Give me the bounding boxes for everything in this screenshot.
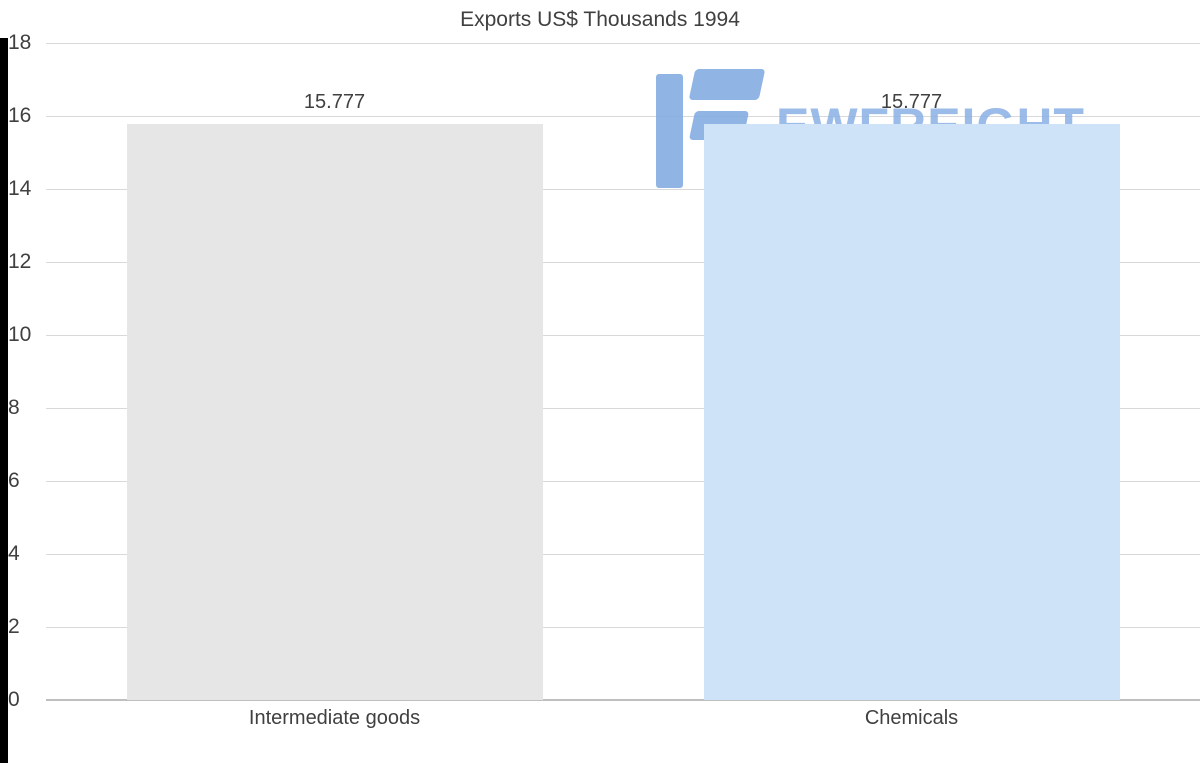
y-tick-label: 2 [8,615,20,638]
x-category-label: Intermediate goods [248,707,421,729]
gridline [46,481,1200,482]
gridline [46,189,1200,190]
x-category-label: Chemicals [864,707,959,729]
chart-title: Exports US$ Thousands 1994 [460,8,740,31]
gridline [46,408,1200,409]
y-tick-label: 12 [8,250,32,273]
y-tick-label: 4 [8,542,20,565]
gridline [46,43,1200,44]
gridline [46,554,1200,555]
bar-value-label: 15.777 [303,91,366,114]
watermark-logo-icon [648,64,766,194]
y-tick-label: 14 [8,177,32,200]
bar-value-label: 15.777 [880,91,943,114]
y-tick-label: 10 [8,323,32,346]
left-edge-artifact [0,38,8,763]
gridline [46,262,1200,263]
y-tick-label: 6 [8,469,20,492]
y-tick-label: 18 [8,31,32,54]
bar [126,124,543,700]
gridline [46,627,1200,628]
gridline [46,116,1200,117]
x-axis-line [46,699,1200,701]
y-tick-label: 8 [8,396,20,419]
gridline [46,335,1200,336]
y-tick-label: 16 [8,104,32,127]
y-tick-label: 0 [8,688,20,711]
bar [703,124,1120,700]
